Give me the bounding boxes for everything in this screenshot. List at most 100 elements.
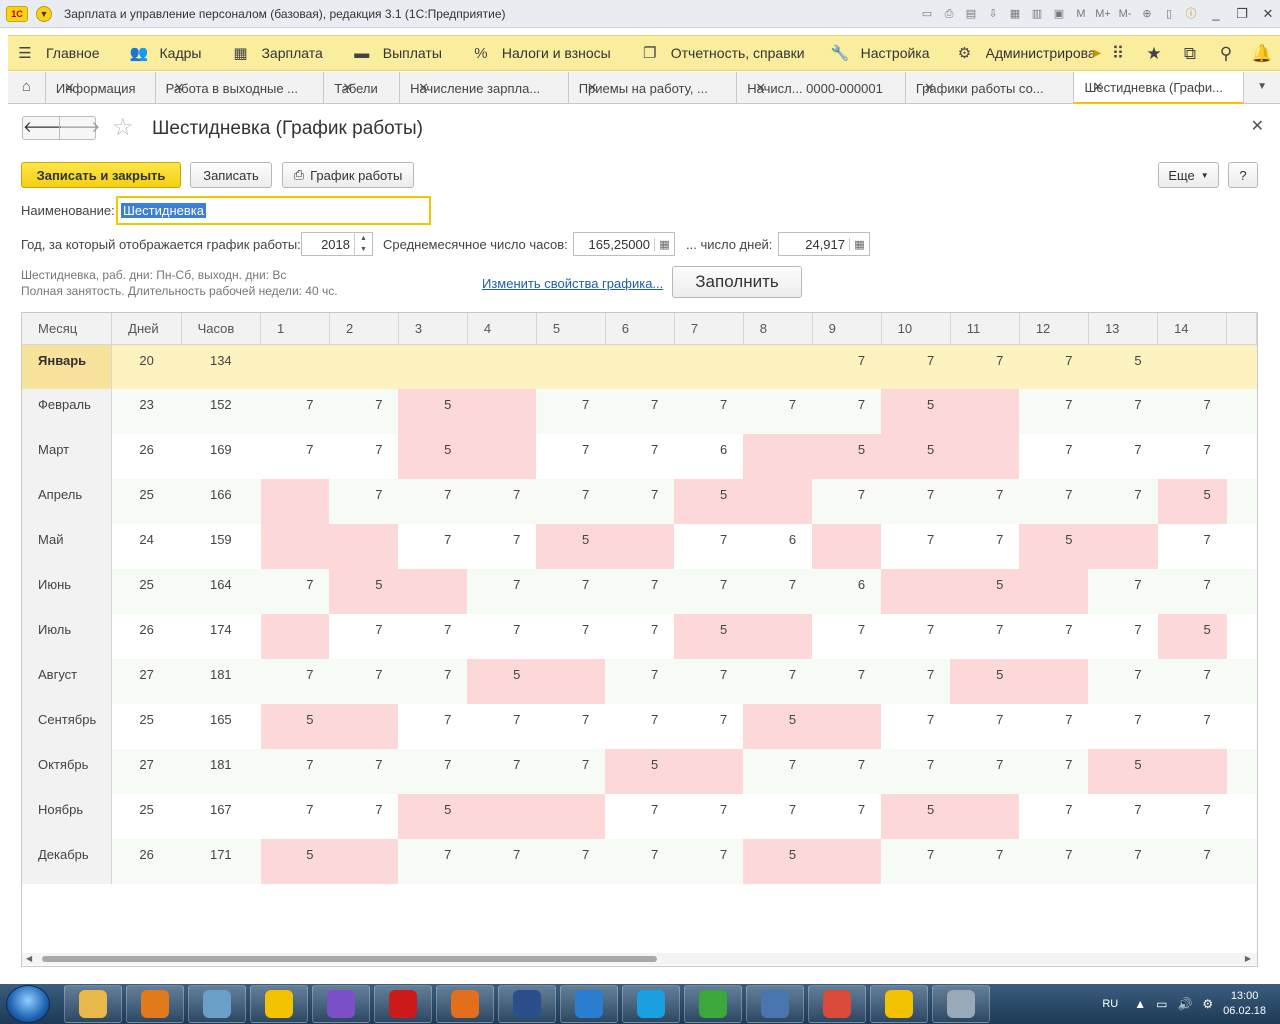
cell-day[interactable]: 7 [329, 389, 399, 434]
cell-day[interactable] [398, 344, 468, 389]
col-header-day[interactable]: 7 [674, 313, 744, 345]
cell-day[interactable]: 5 [1019, 524, 1089, 569]
cell-hours[interactable]: 165 [209, 712, 232, 727]
cell-day[interactable]: 5 [950, 659, 1020, 704]
cell-hours[interactable]: 174 [209, 622, 232, 637]
cell-day[interactable]: 7 [881, 659, 951, 704]
cell-day[interactable]: 7 [329, 479, 399, 524]
tab-six-day-schedule[interactable]: Шестидневка (Графи... ✕ [1074, 72, 1245, 104]
tray-arrow-icon[interactable]: ▲ [1134, 997, 1147, 1011]
cell-day[interactable]: 7 [674, 389, 744, 434]
cell-day[interactable] [743, 479, 813, 524]
cell-day[interactable]: 5 [1157, 479, 1227, 524]
cell-day[interactable]: 7 [513, 712, 521, 727]
cell-day[interactable]: 5 [743, 704, 813, 749]
cell-day[interactable]: 7 [1065, 442, 1073, 457]
cell-day[interactable]: 5 [1088, 344, 1158, 389]
taskbar-explorer-button[interactable] [64, 985, 122, 1023]
close-icon[interactable]: ✕ [586, 80, 598, 95]
cell-day[interactable]: 7 [651, 712, 659, 727]
cell-day[interactable]: 5 [881, 389, 951, 434]
cell-day[interactable]: 5 [398, 434, 468, 479]
col-header-day[interactable]: 3 [398, 313, 468, 345]
memory-mplus-icon[interactable]: M+ [1095, 8, 1111, 20]
cell-day[interactable] [467, 344, 537, 389]
cell-days[interactable]: 25 [111, 569, 182, 614]
tab-schedules[interactable]: Графики работы со... ✕ [906, 72, 1075, 104]
cell-day[interactable]: 7 [1157, 389, 1227, 434]
cell-day[interactable] [812, 524, 882, 569]
cell-month[interactable]: Март [22, 434, 113, 479]
cell-day[interactable]: 7 [881, 344, 951, 389]
table-row[interactable]: Сентябрь 25 165 5 7 7 7 7 7 5 7 7 7 7 7 [22, 704, 1257, 749]
tab-timesheets[interactable]: Табели ✕ [324, 72, 401, 104]
cell-day[interactable]: 7 [605, 659, 675, 704]
clock[interactable]: 13:00 06.02.18 [1223, 989, 1266, 1019]
col-header-day[interactable]: 14 [1157, 313, 1228, 345]
section-main[interactable]: ☰ Главное [8, 35, 108, 71]
cell-day[interactable]: 7 [1065, 802, 1073, 817]
taskbar-network-button[interactable] [746, 985, 804, 1023]
cell-day[interactable]: 7 [1203, 802, 1211, 817]
cell-day[interactable]: 7 [812, 389, 882, 434]
taskbar-skype-button[interactable] [622, 985, 680, 1023]
year-spinner[interactable]: ▲ ▼ [354, 233, 372, 255]
cell-days[interactable]: 25 [139, 712, 154, 727]
cell-day[interactable]: 7 [719, 802, 728, 817]
taskbar-1c-app-button[interactable] [250, 985, 308, 1023]
table-row[interactable]: Июль 26 174 7 7 7 7 7 5 7 7 7 7 7 5 [22, 614, 1257, 659]
start-button[interactable] [6, 985, 50, 1023]
cell-day[interactable]: 7 [651, 442, 659, 457]
cell-day[interactable] [812, 839, 882, 884]
panels-icon[interactable]: ▯ [1165, 8, 1173, 20]
cell-day[interactable] [950, 794, 1020, 839]
col-header-day[interactable]: 4 [467, 313, 537, 345]
cell-day[interactable]: 7 [674, 569, 744, 614]
cell-day[interactable]: 7 [605, 389, 675, 434]
cell-day[interactable]: 7 [812, 749, 882, 794]
cell-day[interactable]: 7 [881, 839, 951, 884]
cell-hours[interactable]: 171 [181, 839, 261, 884]
cell-day[interactable]: 5 [329, 569, 399, 614]
table-row[interactable]: Июнь 25 164 7 5 7 7 7 7 7 6 5 7 7 [22, 569, 1257, 614]
cell-month[interactable]: Октябрь [22, 749, 113, 794]
cell-day[interactable]: 7 [1134, 802, 1142, 817]
cell-day[interactable] [329, 524, 399, 569]
scroll-right-icon[interactable]: ▶ [1244, 954, 1251, 963]
cell-day[interactable]: 7 [743, 389, 813, 434]
cell-day[interactable]: 7 [1134, 712, 1142, 727]
col-header-day[interactable]: 5 [536, 313, 606, 345]
cell-day[interactable]: 7 [950, 839, 1020, 884]
cell-day[interactable]: 7 [536, 569, 606, 614]
cell-day[interactable]: 7 [536, 479, 606, 524]
cell-hours[interactable]: 169 [209, 442, 232, 457]
cell-days[interactable]: 25 [139, 802, 154, 817]
cell-day[interactable]: 6 [812, 569, 882, 614]
col-header-day[interactable]: 10 [881, 313, 951, 345]
cell-day[interactable] [674, 749, 744, 794]
cell-day[interactable] [1088, 524, 1158, 569]
cell-day[interactable]: 5 [674, 479, 744, 524]
cell-month[interactable]: Апрель [22, 479, 113, 524]
volume-icon[interactable]: 🔊 [1177, 997, 1193, 1011]
cell-day[interactable]: 7 [1065, 622, 1073, 637]
history-icon[interactable]: ▦ [1009, 8, 1021, 20]
col-header-day[interactable]: 13 [1088, 313, 1159, 345]
cell-day[interactable]: 7 [375, 622, 383, 637]
cell-day[interactable]: 7 [329, 659, 399, 704]
cell-day[interactable]: 7 [536, 389, 606, 434]
cell-day[interactable]: 7 [651, 802, 659, 817]
avg-hours-field[interactable]: 165,25000 ▦ [573, 232, 675, 256]
calendar-icon[interactable]: ▥ [1031, 8, 1043, 20]
cell-day[interactable]: 7 [674, 839, 744, 884]
cell-day[interactable] [812, 704, 882, 749]
section-taxes[interactable]: % Налоги и взносы [464, 35, 619, 71]
table-row[interactable]: Март 26 169 7 7 5 7 7 6 5 5 7 7 7 [22, 434, 1257, 479]
cell-day[interactable]: 7 [467, 749, 537, 794]
section-settings[interactable]: 🔧 Настройка [823, 35, 938, 71]
cell-month[interactable]: Январь [22, 344, 113, 389]
cell-day[interactable] [1157, 344, 1227, 389]
close-icon[interactable]: ✕ [923, 80, 935, 95]
settings-icon[interactable]: ⚙ [1202, 997, 1214, 1011]
save-icon[interactable]: ▭ [921, 8, 933, 20]
